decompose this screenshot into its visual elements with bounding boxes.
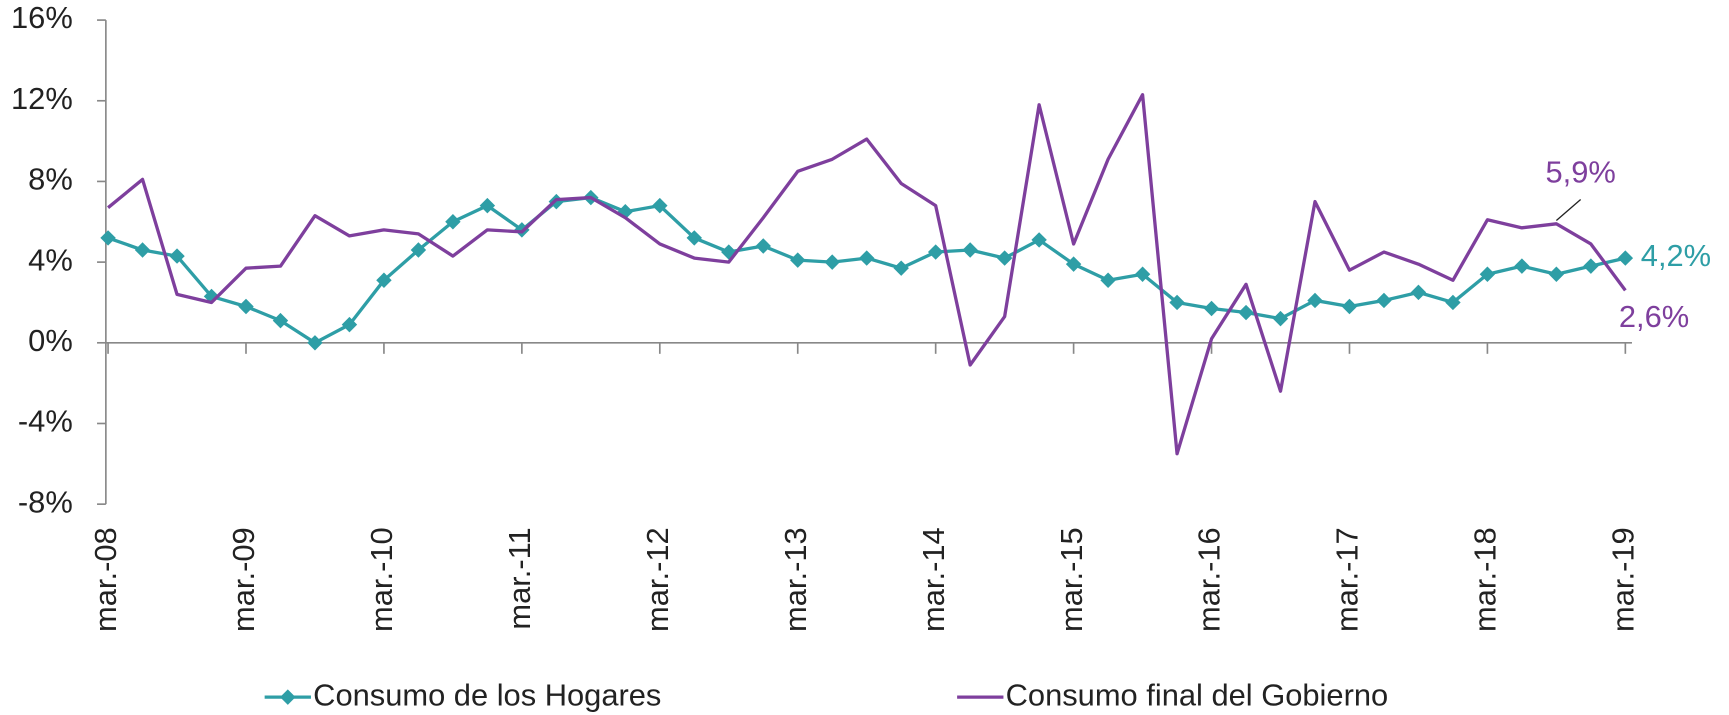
- point-marker: [169, 248, 185, 264]
- point-marker: [1376, 292, 1392, 309]
- y-tick-label: 4%: [28, 242, 73, 277]
- point-marker: [996, 250, 1013, 266]
- point-marker: [652, 197, 668, 214]
- point-marker: [1479, 266, 1496, 282]
- point-marker: [755, 238, 771, 254]
- point-marker: [1583, 258, 1599, 274]
- point-marker: [858, 250, 875, 266]
- x-tick-label: mar.-12: [640, 527, 675, 632]
- point-marker: [824, 254, 840, 270]
- point-marker: [1031, 232, 1047, 248]
- y-tick-label: -4%: [18, 404, 73, 439]
- point-marker: [893, 260, 909, 276]
- label-leader: [1555, 199, 1582, 221]
- point-marker: [1065, 256, 1082, 272]
- x-tick-label: mar.-15: [1054, 527, 1089, 632]
- x-tick-label: mar.-13: [778, 527, 813, 632]
- point-marker: [376, 272, 392, 288]
- data-label: 2,6%: [1619, 299, 1689, 334]
- series-line: [107, 93, 1627, 456]
- point-marker: [1445, 294, 1461, 311]
- point-marker: [1548, 266, 1565, 282]
- point-marker: [410, 242, 427, 258]
- legend-marker: [280, 689, 296, 705]
- y-tick-label: 12%: [11, 81, 73, 116]
- point-marker: [1410, 284, 1427, 301]
- series-line: [107, 195, 1626, 345]
- point-marker: [1307, 292, 1323, 309]
- point-marker: [790, 252, 806, 268]
- point-marker: [1514, 258, 1530, 274]
- point-marker: [1169, 294, 1185, 311]
- point-marker: [1617, 250, 1634, 266]
- point-marker: [272, 312, 289, 329]
- point-marker: [1341, 298, 1358, 315]
- point-marker: [341, 316, 358, 333]
- y-tick-label: 0%: [28, 323, 73, 358]
- point-marker: [686, 230, 703, 246]
- point-marker: [1272, 310, 1289, 327]
- x-tick-label: mar.-16: [1192, 527, 1227, 632]
- legend-label: Consumo de los Hogares: [313, 677, 661, 712]
- y-tick-label: -8%: [18, 484, 73, 519]
- y-tick-label: 16%: [11, 0, 73, 35]
- point-marker: [479, 197, 496, 214]
- x-tick-label: mar.-10: [364, 527, 399, 632]
- x-tick-label: mar.-09: [226, 527, 261, 632]
- x-tick-label: mar.-11: [502, 527, 537, 629]
- point-marker: [962, 242, 978, 258]
- x-tick-label: mar.-19: [1606, 527, 1641, 632]
- point-marker: [1238, 304, 1254, 321]
- data-label: 5,9%: [1545, 154, 1615, 189]
- data-label: 4,2%: [1641, 238, 1711, 273]
- point-marker: [1100, 272, 1116, 288]
- point-marker: [100, 230, 116, 246]
- x-tick-label: mar.-17: [1330, 527, 1365, 632]
- x-tick-label: mar.-08: [88, 527, 123, 632]
- point-marker: [134, 242, 151, 258]
- point-marker: [927, 244, 944, 260]
- y-tick-label: 8%: [28, 162, 73, 197]
- point-marker: [1203, 300, 1220, 317]
- x-tick-label: mar.-14: [916, 527, 951, 632]
- point-marker: [1134, 266, 1151, 282]
- point-marker: [238, 298, 254, 315]
- point-marker: [445, 214, 461, 230]
- point-marker: [307, 335, 323, 351]
- x-tick-label: mar.-18: [1468, 527, 1503, 632]
- legend-label: Consumo final del Gobierno: [1006, 677, 1389, 712]
